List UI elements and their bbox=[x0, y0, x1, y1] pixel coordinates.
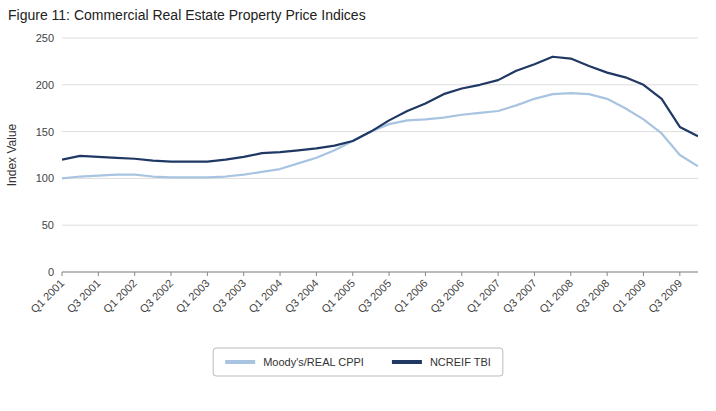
grid-line bbox=[62, 38, 698, 39]
chart: Figure 11: Commercial Real Estate Proper… bbox=[0, 0, 716, 411]
title: Figure 11: Commercial Real Estate Proper… bbox=[8, 7, 366, 23]
legend-swatch bbox=[392, 360, 422, 364]
y-tick-label: 250 bbox=[36, 32, 54, 44]
x-tick bbox=[425, 272, 426, 276]
x-tick bbox=[207, 272, 208, 276]
legend-item: NCREIF TBI bbox=[392, 356, 491, 368]
x-tick bbox=[570, 272, 571, 276]
legend-label: NCREIF TBI bbox=[430, 356, 491, 368]
x-tick-label: Q3 2006 bbox=[428, 277, 466, 315]
x-tick-label: Q3 2007 bbox=[501, 277, 539, 315]
x-tick-label: Q1 2009 bbox=[610, 277, 648, 315]
x-tick bbox=[352, 272, 353, 276]
y-tick-label: 0 bbox=[48, 266, 54, 278]
grid-line bbox=[62, 84, 698, 85]
legend: Moody's/REAL CPPI NCREIF TBI bbox=[213, 348, 503, 376]
x-tick bbox=[534, 272, 535, 276]
series-line bbox=[62, 57, 698, 162]
x-tick bbox=[62, 272, 63, 276]
x-tick bbox=[498, 272, 499, 276]
x-tick-label: Q1 2007 bbox=[464, 277, 502, 315]
x-tick-label: Q3 2009 bbox=[646, 277, 684, 315]
y-tick-label: 50 bbox=[42, 219, 54, 231]
grid-line bbox=[62, 131, 698, 132]
x-tick bbox=[643, 272, 644, 276]
series-line bbox=[62, 93, 698, 178]
x-tick-label: Q1 2003 bbox=[173, 277, 211, 315]
legend-item: Moody's/REAL CPPI bbox=[225, 356, 364, 368]
grid bbox=[62, 38, 698, 272]
x-tick-label: Q1 2008 bbox=[537, 277, 575, 315]
x-tick-label: Q3 2005 bbox=[355, 277, 393, 315]
legend-frame bbox=[213, 348, 503, 376]
lines bbox=[62, 57, 698, 179]
x-tick-label: Q1 2002 bbox=[101, 277, 139, 315]
x-axis-line bbox=[62, 272, 698, 273]
legend-swatch bbox=[225, 360, 255, 364]
x-tick-label: Q3 2004 bbox=[282, 277, 320, 315]
x-tick bbox=[171, 272, 172, 276]
x-tick-label: Q1 2005 bbox=[319, 277, 357, 315]
x-tick bbox=[280, 272, 281, 276]
x-tick-label: Q3 2008 bbox=[573, 277, 611, 315]
x-tick bbox=[316, 272, 317, 276]
x-tick bbox=[679, 272, 680, 276]
x-tick-label: Q1 2001 bbox=[28, 277, 66, 315]
y-tick-label: 150 bbox=[36, 126, 54, 138]
x-tick-label: Q1 2004 bbox=[246, 277, 284, 315]
legend-label: Moody's/REAL CPPI bbox=[263, 356, 364, 368]
x-tick bbox=[607, 272, 608, 276]
x-tick-label: Q3 2003 bbox=[210, 277, 248, 315]
x-tick-label: Q1 2006 bbox=[392, 277, 430, 315]
x-tick-label: Q3 2001 bbox=[64, 277, 102, 315]
y-tick-label: 200 bbox=[36, 79, 54, 91]
y-tick-label: 100 bbox=[36, 172, 54, 184]
y-axis-label: Index Value bbox=[5, 123, 19, 186]
x-tick bbox=[389, 272, 390, 276]
x-tick bbox=[98, 272, 99, 276]
x-tick bbox=[134, 272, 135, 276]
x-tick-label: Q3 2002 bbox=[137, 277, 175, 315]
x-tick bbox=[243, 272, 244, 276]
x-tick bbox=[461, 272, 462, 276]
grid-line bbox=[62, 272, 698, 273]
grid-line bbox=[62, 178, 698, 179]
grid-line bbox=[62, 225, 698, 226]
